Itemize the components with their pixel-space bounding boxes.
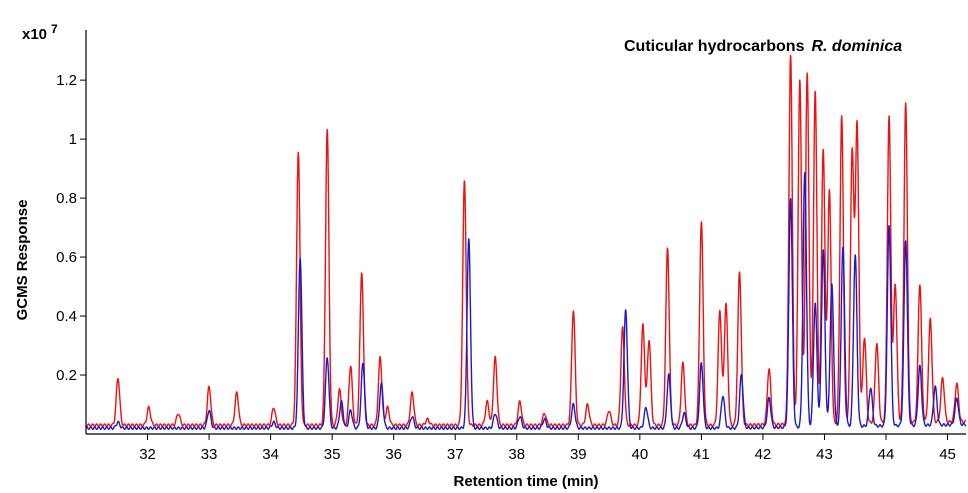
x-axis-title: Retention time (min): [454, 473, 599, 490]
x-tick-label: 36: [385, 446, 402, 463]
series-layer: [85, 54, 967, 430]
x-tick-label: 43: [816, 446, 833, 463]
chart-title-text: Cuticular hydrocarbons: [624, 38, 805, 55]
y-tick-label: 1: [69, 131, 77, 148]
y-multiplier-exponent: 7: [51, 22, 58, 36]
x-tick-label: 44: [878, 446, 895, 463]
y-tick-label: 0.4: [56, 308, 77, 325]
x-tick-label: 40: [632, 446, 649, 463]
y-tick-label: 1.2: [56, 72, 77, 89]
series-line-2: [85, 171, 967, 430]
chart-title: Cuticular hydrocarbons R. dominica: [624, 38, 902, 55]
series-line-1: [85, 54, 967, 427]
x-tick-label: 35: [324, 446, 341, 463]
x-tick-label: 33: [201, 446, 218, 463]
y-axis-title: GCMS Response: [14, 200, 31, 321]
x-tick-label: 42: [755, 446, 772, 463]
x-tick-label: 45: [939, 446, 956, 463]
chart-title-species: R. dominica: [811, 38, 902, 55]
y-multiplier-label: x10 7: [22, 22, 58, 43]
x-tick-label: 37: [447, 446, 464, 463]
y-tick-label: 0.6: [56, 249, 77, 266]
x-tick-label: 41: [693, 446, 710, 463]
x-tick-label: 38: [508, 446, 525, 463]
x-tick-label: 32: [139, 446, 156, 463]
ticks-layer: 32 33 34 35 36 37 38 39 40 41 42 43 44 45 0.2 0.4 0.6 0.8…: [56, 72, 956, 463]
x-tick-label: 39: [570, 446, 587, 463]
y-tick-label: 0.8: [56, 190, 77, 207]
x-tick-label: 34: [262, 446, 279, 463]
y-tick-label: 0.2: [56, 367, 77, 384]
y-multiplier-base: x10: [22, 26, 47, 43]
